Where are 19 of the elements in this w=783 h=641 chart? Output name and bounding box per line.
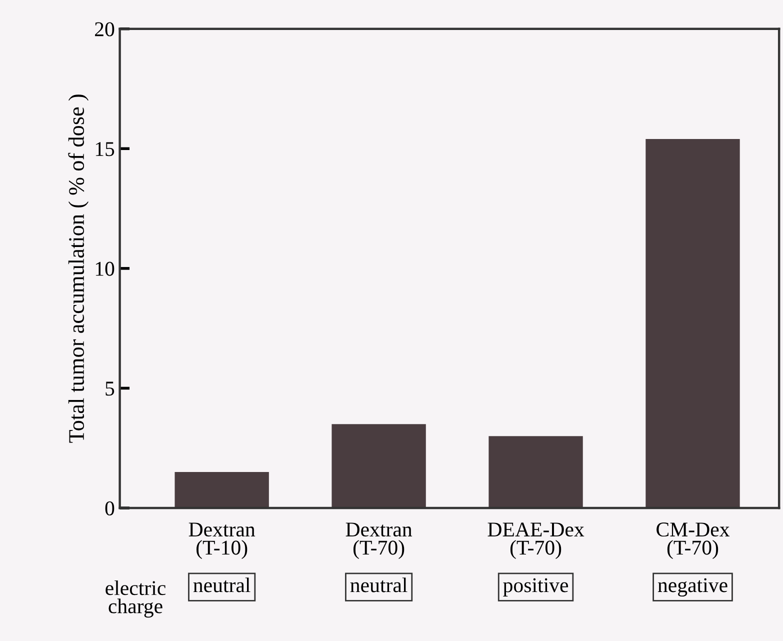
text: negative bbox=[658, 578, 728, 596]
text: neutral bbox=[193, 578, 250, 592]
x-tick-label: CM-Dex (T-70) bbox=[656, 522, 730, 559]
text: electric charge bbox=[106, 580, 166, 618]
y-tick-label: 0 bbox=[105, 501, 114, 516]
y-axis-title: Total tumor accumulation ( % of dose ) bbox=[68, 94, 89, 443]
y-tick-label: 5 bbox=[106, 382, 114, 396]
x-tick-label: DEAE-Dex (T-70) bbox=[488, 522, 584, 559]
bar bbox=[488, 436, 583, 508]
x-tick-label: Dextran (T-10) bbox=[188, 522, 256, 559]
text: positive bbox=[503, 578, 568, 596]
bar bbox=[332, 424, 426, 508]
bar bbox=[646, 139, 740, 508]
y-tick-label: 20 bbox=[95, 22, 114, 36]
text: neutral bbox=[350, 578, 408, 592]
y-tick-label: 10 bbox=[96, 262, 114, 276]
bar bbox=[174, 472, 269, 508]
x-tick-label: Dextran (T-70) bbox=[346, 522, 412, 559]
y-tick-label: 15 bbox=[96, 142, 114, 156]
